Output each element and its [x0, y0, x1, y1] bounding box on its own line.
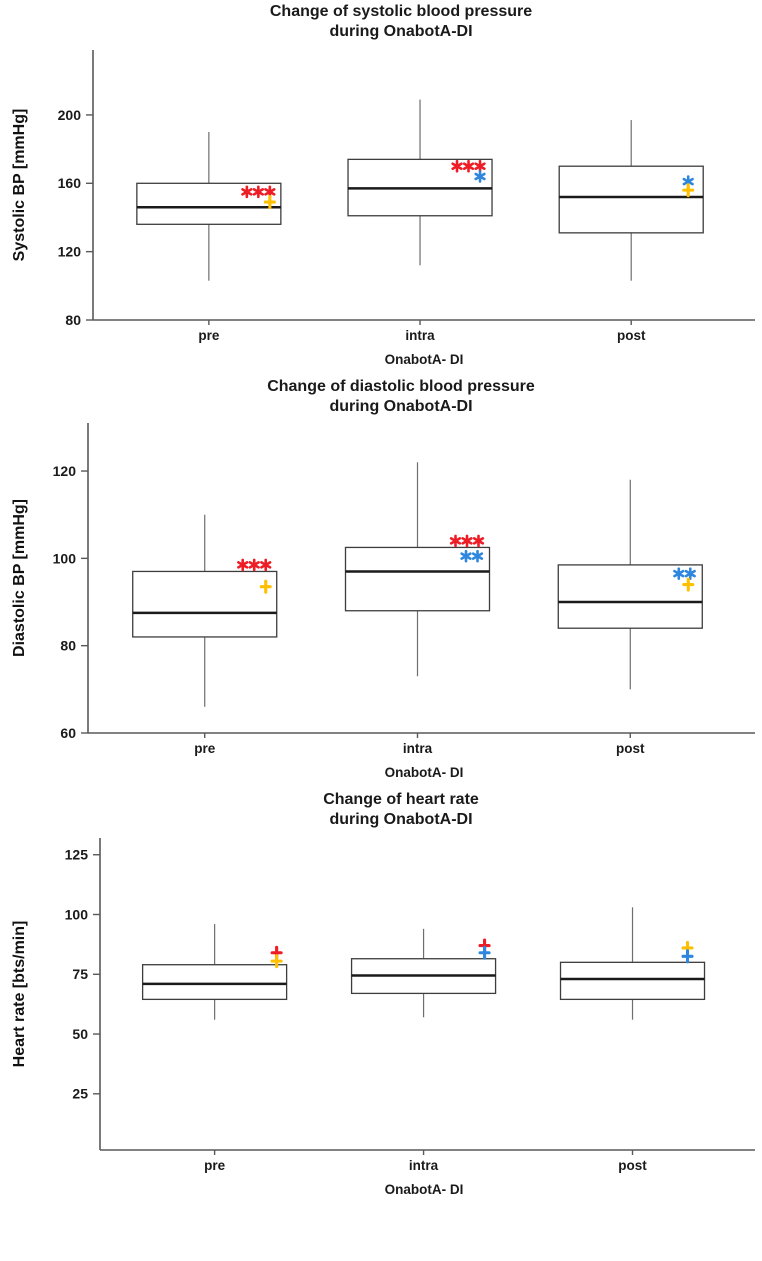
y-tick-label: 100 [53, 550, 77, 566]
y-tick-label: 80 [60, 638, 76, 654]
plus-marker [270, 954, 283, 969]
diastolic-chart-title: Change of diastolic blood pressure durin… [0, 377, 762, 417]
asterisk-marker [684, 567, 696, 580]
asterisk-marker [472, 534, 485, 548]
significance-marker [682, 183, 695, 198]
x-tick-label-pre: pre [198, 328, 220, 343]
asterisk-marker [241, 185, 253, 199]
x-tick-label-pre: pre [194, 741, 216, 756]
chart-title-line2: during OnabotA-DI [329, 811, 473, 828]
significance-marker [460, 549, 484, 563]
significance-marker [673, 567, 696, 580]
y-tick-label: 100 [65, 906, 89, 922]
asterisk-marker [474, 159, 486, 173]
y-tick-label: 120 [58, 244, 82, 260]
y-tick-label: 200 [58, 107, 82, 123]
asterisk-marker [252, 185, 264, 199]
box-group-pre [141, 924, 288, 1020]
x-tick-label-intra: intra [409, 1158, 439, 1173]
significance-marker [259, 579, 272, 594]
significance-marker [270, 954, 283, 969]
systolic-bp-chart: Change of systolic blood pressure during… [0, 0, 762, 377]
chart-title-line2: during OnabotA-DI [329, 23, 473, 40]
asterisk-marker [673, 567, 685, 580]
significance-marker [681, 949, 694, 964]
asterisk-marker [462, 159, 475, 173]
box-group-intra [347, 99, 493, 266]
diastolic-x-axis-label: OnabotA- DI [384, 765, 464, 780]
y-tick-label: 75 [72, 966, 88, 982]
plus-marker [263, 195, 276, 210]
diastolic-boxplot-svg: 60 80 100 120 Diastolic BP [mmHg] pre intra pos… [11, 423, 755, 756]
plus-marker [259, 579, 272, 594]
asterisk-marker [449, 534, 462, 548]
box-group-intra [344, 462, 491, 677]
heart-rate-boxplot-svg: 25 50 75 100 125 Heart rate [bts/min] pre intra… [11, 838, 755, 1173]
y-tick-label: 120 [53, 463, 77, 479]
iqr-box [558, 165, 704, 234]
y-tick-label: 25 [72, 1086, 88, 1102]
significance-marker [451, 159, 486, 173]
asterisk-marker [260, 558, 272, 572]
significance-marker [682, 577, 695, 592]
y-tick-label: 50 [72, 1026, 88, 1042]
box-group-post [557, 479, 703, 690]
chart-title-line1: Change of heart rate [323, 791, 479, 808]
plus-marker [478, 945, 491, 960]
box-group-post [558, 120, 704, 281]
figure-page: Change of systolic blood pressure during… [0, 0, 762, 1207]
asterisk-marker [471, 549, 484, 563]
x-tick-label-post: post [618, 1158, 647, 1173]
asterisk-marker [461, 534, 473, 548]
chart-title-line2: during OnabotA-DI [329, 398, 473, 415]
asterisk-marker [460, 549, 472, 563]
systolic-chart-title: Change of systolic blood pressure during… [0, 2, 762, 42]
x-tick-label-pre: pre [204, 1158, 226, 1173]
axes [93, 838, 755, 1155]
box-group-intra [350, 928, 497, 1018]
x-tick-label-intra: intra [403, 741, 433, 756]
significance-marker [237, 558, 272, 572]
systolic-boxplot-svg: 80 120 160 200 Systolic BP [mmHg] pre intra pos… [11, 50, 755, 343]
axes [81, 423, 755, 738]
heart-rate-chart: Change of heart rate during OnabotA-DI 2… [0, 790, 762, 1207]
plus-marker [681, 949, 694, 964]
y-tick-label: 80 [65, 312, 81, 328]
asterisk-marker [474, 170, 486, 183]
asterisk-marker [451, 159, 463, 173]
y-axis-title: Diastolic BP [mmHg] [11, 499, 28, 657]
plus-marker [682, 577, 695, 592]
diastolic-bp-chart: Change of diastolic blood pressure durin… [0, 377, 762, 790]
axes [86, 50, 755, 325]
y-axis-title: Heart rate [bts/min] [11, 921, 28, 1068]
significance-marker [474, 170, 486, 183]
plus-marker [682, 183, 695, 198]
heart-rate-chart-title: Change of heart rate during OnabotA-DI [0, 790, 762, 830]
systolic-x-axis-label: OnabotA- DI [384, 352, 464, 367]
box-group-pre [132, 514, 278, 707]
y-tick-label: 125 [65, 847, 89, 863]
chart-title-line1: Change of diastolic blood pressure [267, 378, 535, 395]
x-tick-label-intra: intra [405, 328, 435, 343]
chart-title-line1: Change of systolic blood pressure [269, 3, 533, 20]
x-tick-label-post: post [617, 328, 646, 343]
box-group-pre [136, 132, 282, 281]
y-tick-label: 60 [60, 725, 76, 741]
iqr-box [141, 964, 288, 1001]
heart-rate-x-axis-label: OnabotA- DI [384, 1182, 464, 1197]
y-axis-title: Systolic BP [mmHg] [11, 109, 28, 262]
iqr-box [132, 570, 278, 638]
asterisk-marker [248, 558, 260, 572]
significance-marker [478, 945, 491, 960]
significance-marker [263, 195, 276, 210]
iqr-box [559, 961, 706, 1001]
x-tick-label-post: post [616, 741, 645, 756]
y-tick-label: 160 [58, 175, 82, 191]
box-group-post [559, 907, 706, 1020]
significance-marker [449, 534, 485, 548]
asterisk-marker [237, 558, 249, 572]
